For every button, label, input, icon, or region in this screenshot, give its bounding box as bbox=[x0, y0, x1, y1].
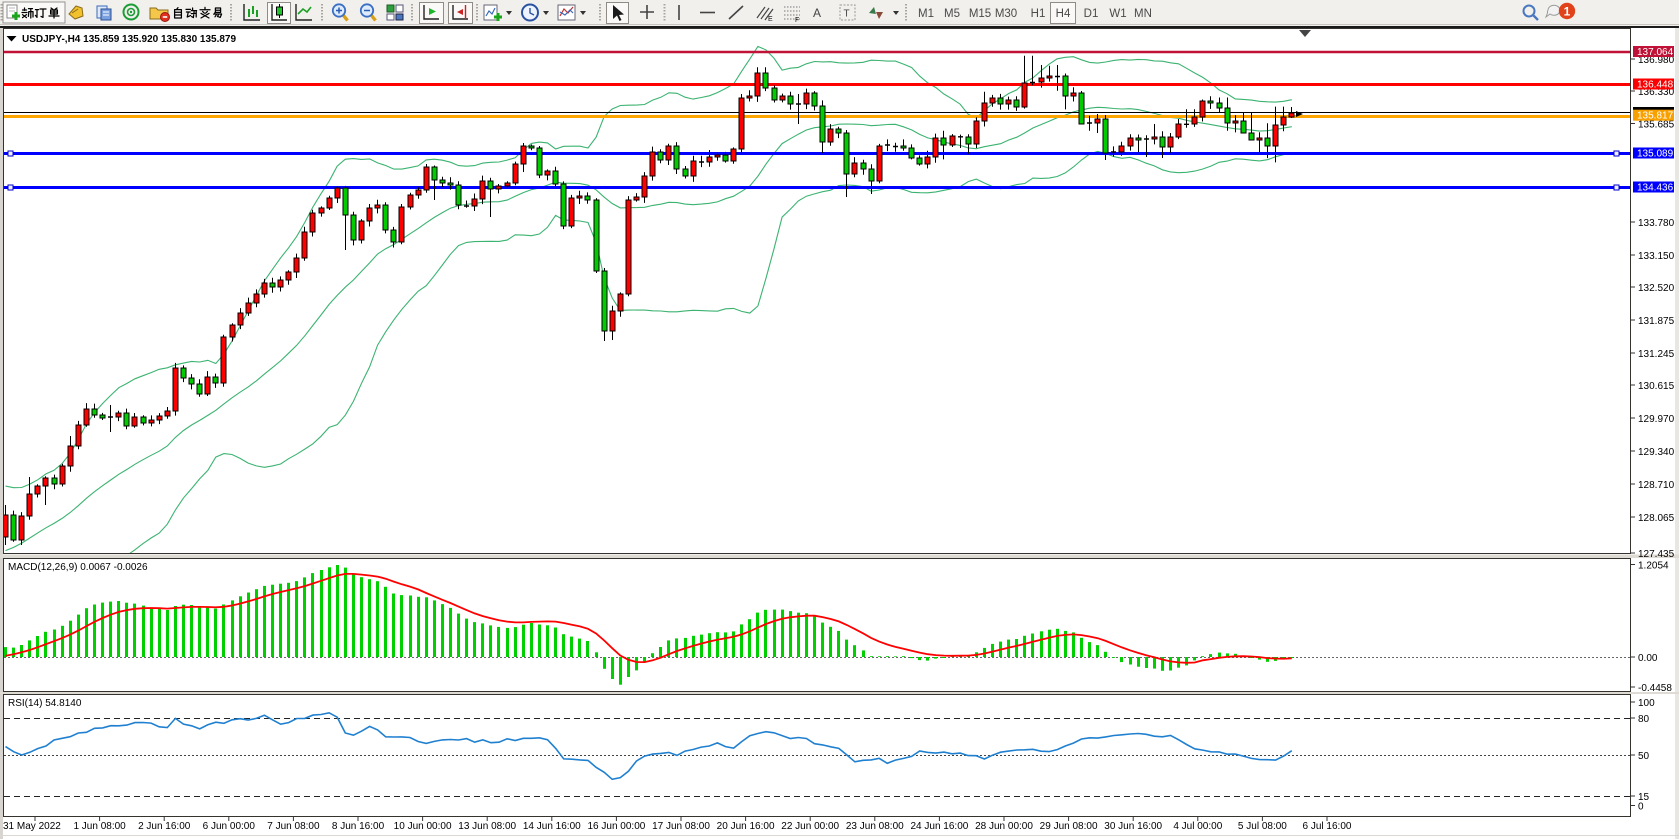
svg-text:31 May 2022: 31 May 2022 bbox=[3, 821, 61, 832]
svg-text:127.435: 127.435 bbox=[1638, 549, 1675, 560]
svg-text:16 Jun 00:00: 16 Jun 00:00 bbox=[587, 821, 645, 832]
svg-text:5 Jul 08:00: 5 Jul 08:00 bbox=[1238, 821, 1287, 832]
svg-text:1.2054: 1.2054 bbox=[1638, 561, 1669, 572]
svg-text:22 Jun 00:00: 22 Jun 00:00 bbox=[781, 821, 839, 832]
svg-text:W1: W1 bbox=[1109, 8, 1126, 20]
svg-text:20 Jun 16:00: 20 Jun 16:00 bbox=[717, 821, 775, 832]
svg-text:H1: H1 bbox=[1031, 8, 1046, 20]
svg-text:13 Jun 08:00: 13 Jun 08:00 bbox=[458, 821, 516, 832]
svg-text:137.064: 137.064 bbox=[1637, 47, 1674, 58]
svg-text:D1: D1 bbox=[1084, 8, 1099, 20]
svg-text:30 Jun 16:00: 30 Jun 16:00 bbox=[1104, 821, 1162, 832]
svg-text:133.150: 133.150 bbox=[1638, 251, 1675, 262]
svg-text:135.089: 135.089 bbox=[1637, 149, 1674, 160]
svg-text:24 Jun 16:00: 24 Jun 16:00 bbox=[910, 821, 968, 832]
svg-text:-0.4458: -0.4458 bbox=[1638, 683, 1672, 694]
svg-text:136.330: 136.330 bbox=[1638, 87, 1675, 98]
svg-text:29 Jun 08:00: 29 Jun 08:00 bbox=[1040, 821, 1098, 832]
svg-text:4 Jul 00:00: 4 Jul 00:00 bbox=[1173, 821, 1222, 832]
svg-text:H4: H4 bbox=[1056, 8, 1071, 20]
svg-text:E: E bbox=[768, 16, 773, 23]
svg-text:14 Jun 16:00: 14 Jun 16:00 bbox=[523, 821, 581, 832]
svg-text:129.970: 129.970 bbox=[1638, 414, 1675, 425]
svg-text:100: 100 bbox=[1638, 698, 1655, 709]
svg-text:133.780: 133.780 bbox=[1638, 218, 1675, 229]
svg-text:134.436: 134.436 bbox=[1637, 183, 1674, 194]
svg-text:135.817: 135.817 bbox=[1637, 111, 1674, 122]
svg-text:6 Jun 00:00: 6 Jun 00:00 bbox=[203, 821, 256, 832]
svg-text:2 Jun 16:00: 2 Jun 16:00 bbox=[138, 821, 191, 832]
svg-text:RSI(14) 54.8140: RSI(14) 54.8140 bbox=[8, 698, 82, 709]
svg-text:130.615: 130.615 bbox=[1638, 381, 1675, 392]
svg-text:F: F bbox=[795, 17, 799, 24]
svg-text:80: 80 bbox=[1638, 714, 1650, 725]
svg-text:8 Jun 16:00: 8 Jun 16:00 bbox=[332, 821, 385, 832]
svg-text:A: A bbox=[813, 6, 821, 20]
svg-text:131.875: 131.875 bbox=[1638, 316, 1675, 327]
svg-text:129.340: 129.340 bbox=[1638, 447, 1675, 458]
svg-text:M15: M15 bbox=[969, 8, 991, 20]
svg-text:M1: M1 bbox=[918, 8, 934, 20]
svg-text:USDJPY-,H4 135.859 135.920 13: USDJPY-,H4 135.859 135.920 135.830 135.8… bbox=[22, 34, 236, 45]
svg-text:15: 15 bbox=[1638, 792, 1650, 803]
svg-text:128.710: 128.710 bbox=[1638, 480, 1675, 491]
svg-text:128.065: 128.065 bbox=[1638, 513, 1675, 524]
svg-text:1 Jun 08:00: 1 Jun 08:00 bbox=[73, 821, 126, 832]
svg-text:131.245: 131.245 bbox=[1638, 349, 1675, 360]
svg-text:0.00: 0.00 bbox=[1638, 653, 1658, 664]
svg-text:7 Jun 08:00: 7 Jun 08:00 bbox=[267, 821, 320, 832]
svg-text:MN: MN bbox=[1134, 8, 1152, 20]
svg-text:M5: M5 bbox=[944, 8, 960, 20]
svg-text:T: T bbox=[844, 9, 850, 20]
svg-text:132.520: 132.520 bbox=[1638, 283, 1675, 294]
svg-text:MACD(12,26,9) 0.0067 -0.0026: MACD(12,26,9) 0.0067 -0.0026 bbox=[8, 562, 148, 573]
svg-text:23 Jun 08:00: 23 Jun 08:00 bbox=[846, 821, 904, 832]
svg-text:M30: M30 bbox=[995, 8, 1017, 20]
svg-text:17 Jun 08:00: 17 Jun 08:00 bbox=[652, 821, 710, 832]
svg-text:50: 50 bbox=[1638, 751, 1650, 762]
svg-text:10 Jun 00:00: 10 Jun 00:00 bbox=[394, 821, 452, 832]
svg-text:6 Jul 16:00: 6 Jul 16:00 bbox=[1303, 821, 1352, 832]
svg-text:28 Jun 00:00: 28 Jun 00:00 bbox=[975, 821, 1033, 832]
svg-text:135.685: 135.685 bbox=[1638, 120, 1675, 131]
svg-text:0: 0 bbox=[1638, 802, 1644, 813]
svg-text:1: 1 bbox=[1564, 5, 1571, 19]
svg-text:136.448: 136.448 bbox=[1637, 80, 1674, 91]
svg-text:136.980: 136.980 bbox=[1638, 55, 1675, 66]
